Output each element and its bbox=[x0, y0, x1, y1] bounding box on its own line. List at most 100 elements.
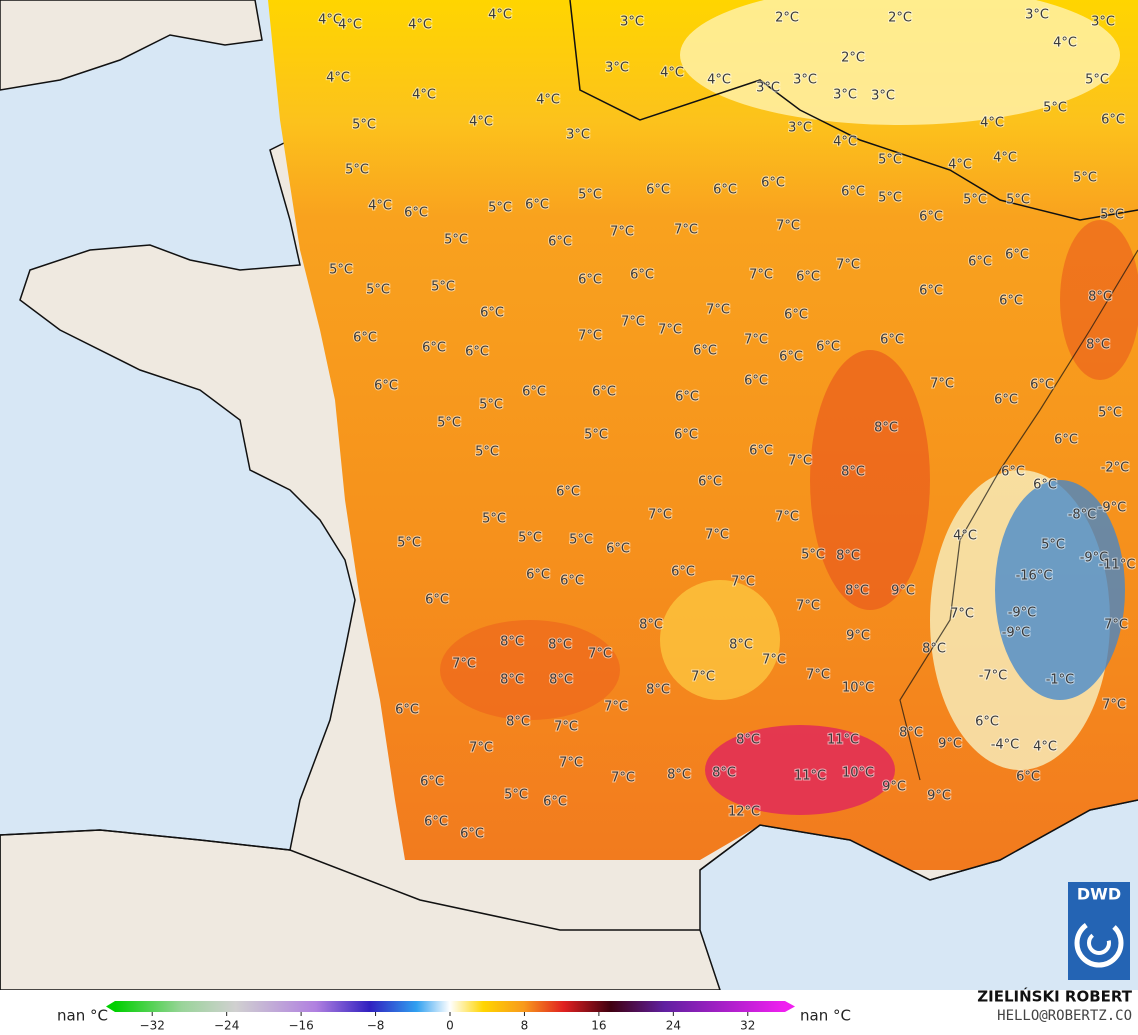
temperature-label: -2°C bbox=[1101, 461, 1130, 476]
temperature-label: 4°C bbox=[408, 18, 432, 33]
temperature-label: 4°C bbox=[326, 71, 350, 86]
temperature-label: 3°C bbox=[566, 128, 590, 143]
colorbar-tick-label: 8 bbox=[521, 1019, 529, 1033]
temperature-label: 6°C bbox=[880, 333, 904, 348]
temperature-label: 8°C bbox=[729, 638, 753, 653]
temperature-label: 5°C bbox=[1006, 193, 1030, 208]
temperature-label: 6°C bbox=[424, 815, 448, 830]
border bbox=[899, 249, 1138, 781]
temperature-label: 6°C bbox=[543, 795, 567, 810]
border bbox=[569, 0, 1138, 221]
temperature-label: 6°C bbox=[744, 374, 768, 389]
temperature-label: 5°C bbox=[569, 533, 593, 548]
temperature-label: 6°C bbox=[816, 340, 840, 355]
temperature-label: 6°C bbox=[404, 206, 428, 221]
temperature-label: 7°C bbox=[796, 599, 820, 614]
temperature-label: 6°C bbox=[548, 235, 572, 250]
temperature-label: 6°C bbox=[713, 183, 737, 198]
temperature-label: 6°C bbox=[606, 542, 630, 557]
temperature-label: 7°C bbox=[578, 329, 602, 344]
temperature-label: 7°C bbox=[930, 377, 954, 392]
temperature-label: 7°C bbox=[706, 303, 730, 318]
temperature-label: 6°C bbox=[1101, 113, 1125, 128]
colorbar-tick-label: 24 bbox=[666, 1019, 681, 1033]
legend-right-label: nan °C bbox=[800, 1007, 851, 1025]
temperature-label: 6°C bbox=[374, 379, 398, 394]
colorbar-tick-label: −16 bbox=[288, 1019, 313, 1033]
temperature-label: 5°C bbox=[437, 416, 461, 431]
temperature-label: 7°C bbox=[658, 323, 682, 338]
temperature-label: 4°C bbox=[368, 199, 392, 214]
temperature-label: 6°C bbox=[919, 210, 943, 225]
temperature-label: 4°C bbox=[980, 116, 1004, 131]
temperature-label: 8°C bbox=[712, 766, 736, 781]
colorbar-tick-label: −8 bbox=[367, 1019, 385, 1033]
temperature-label: 7°C bbox=[648, 508, 672, 523]
border bbox=[0, 829, 700, 990]
temperature-label: 6°C bbox=[1001, 465, 1025, 480]
temperature-label: 8°C bbox=[841, 465, 865, 480]
temperature-label: 6°C bbox=[1005, 248, 1029, 263]
temperature-label: 7°C bbox=[744, 333, 768, 348]
temperature-label: 7°C bbox=[559, 756, 583, 771]
temperature-label: 7°C bbox=[674, 223, 698, 238]
temperature-label: 5°C bbox=[366, 283, 390, 298]
colorbar-tick-label: −32 bbox=[140, 1019, 165, 1033]
temperature-label: 5°C bbox=[475, 445, 499, 460]
temperature-label: 6°C bbox=[698, 475, 722, 490]
temperature-label: 7°C bbox=[604, 700, 628, 715]
temperature-label: 3°C bbox=[1091, 15, 1115, 30]
temperature-label: 6°C bbox=[422, 341, 446, 356]
temperature-label: 4°C bbox=[1053, 36, 1077, 51]
temperature-label: 7°C bbox=[836, 258, 860, 273]
logo: DWD bbox=[1077, 885, 1121, 904]
temperature-label: 6°C bbox=[796, 270, 820, 285]
temperature-label: 5°C bbox=[578, 188, 602, 203]
temperature-label: 4°C bbox=[338, 18, 362, 33]
temperature-label: 2°C bbox=[841, 51, 865, 66]
temperature-label: 7°C bbox=[950, 607, 974, 622]
temperature-label: 2°C bbox=[775, 11, 799, 26]
temperature-label: 8°C bbox=[836, 549, 860, 564]
temperature-label: 6°C bbox=[465, 345, 489, 360]
temperature-label: 5°C bbox=[479, 398, 503, 413]
credit-email: HELLO@ROBERTZ.CO bbox=[997, 1008, 1132, 1024]
field bbox=[660, 580, 780, 700]
temperature-label: 7°C bbox=[749, 268, 773, 283]
temperature-label: 6°C bbox=[919, 284, 943, 299]
colorbar-tick-label: 32 bbox=[740, 1019, 755, 1033]
temperature-label: 7°C bbox=[705, 528, 729, 543]
temperature-label: 5°C bbox=[345, 163, 369, 178]
temperature-label: 6°C bbox=[1054, 433, 1078, 448]
temperature-label: 6°C bbox=[841, 185, 865, 200]
temperature-label: 5°C bbox=[1041, 538, 1065, 553]
logo-swirl bbox=[1087, 931, 1111, 955]
temperature-label: 9°C bbox=[938, 737, 962, 752]
colorbar-tick-label: −24 bbox=[214, 1019, 239, 1033]
temperature-label: 8°C bbox=[646, 683, 670, 698]
temperature-label: 5°C bbox=[444, 233, 468, 248]
temperature-label: 6°C bbox=[994, 393, 1018, 408]
temperature-label: 5°C bbox=[963, 193, 987, 208]
temperature-label: 5°C bbox=[1085, 73, 1109, 88]
temperature-label: -7°C bbox=[979, 669, 1008, 684]
temperature-label: 5°C bbox=[431, 280, 455, 295]
temperature-label: 3°C bbox=[833, 88, 857, 103]
temperature-label: 6°C bbox=[525, 198, 549, 213]
temperature-label: 6°C bbox=[353, 331, 377, 346]
temperature-label: 6°C bbox=[522, 385, 546, 400]
temperature-label: 5°C bbox=[518, 531, 542, 546]
temperature-label: 7°C bbox=[1102, 698, 1126, 713]
temperature-label: 5°C bbox=[801, 548, 825, 563]
temperature-label: 6°C bbox=[526, 568, 550, 583]
temperature-label: 6°C bbox=[630, 268, 654, 283]
temperature-label: 3°C bbox=[788, 121, 812, 136]
land bbox=[0, 0, 263, 91]
temperature-label: 4°C bbox=[318, 13, 342, 28]
temperature-label: 6°C bbox=[1033, 478, 1057, 493]
temperature-field bbox=[268, 0, 1138, 870]
temperature-label: 8°C bbox=[500, 635, 524, 650]
temperature-label: 12°C bbox=[728, 805, 760, 820]
temperature-label: 6°C bbox=[646, 183, 670, 198]
temperature-label: 6°C bbox=[1030, 378, 1054, 393]
